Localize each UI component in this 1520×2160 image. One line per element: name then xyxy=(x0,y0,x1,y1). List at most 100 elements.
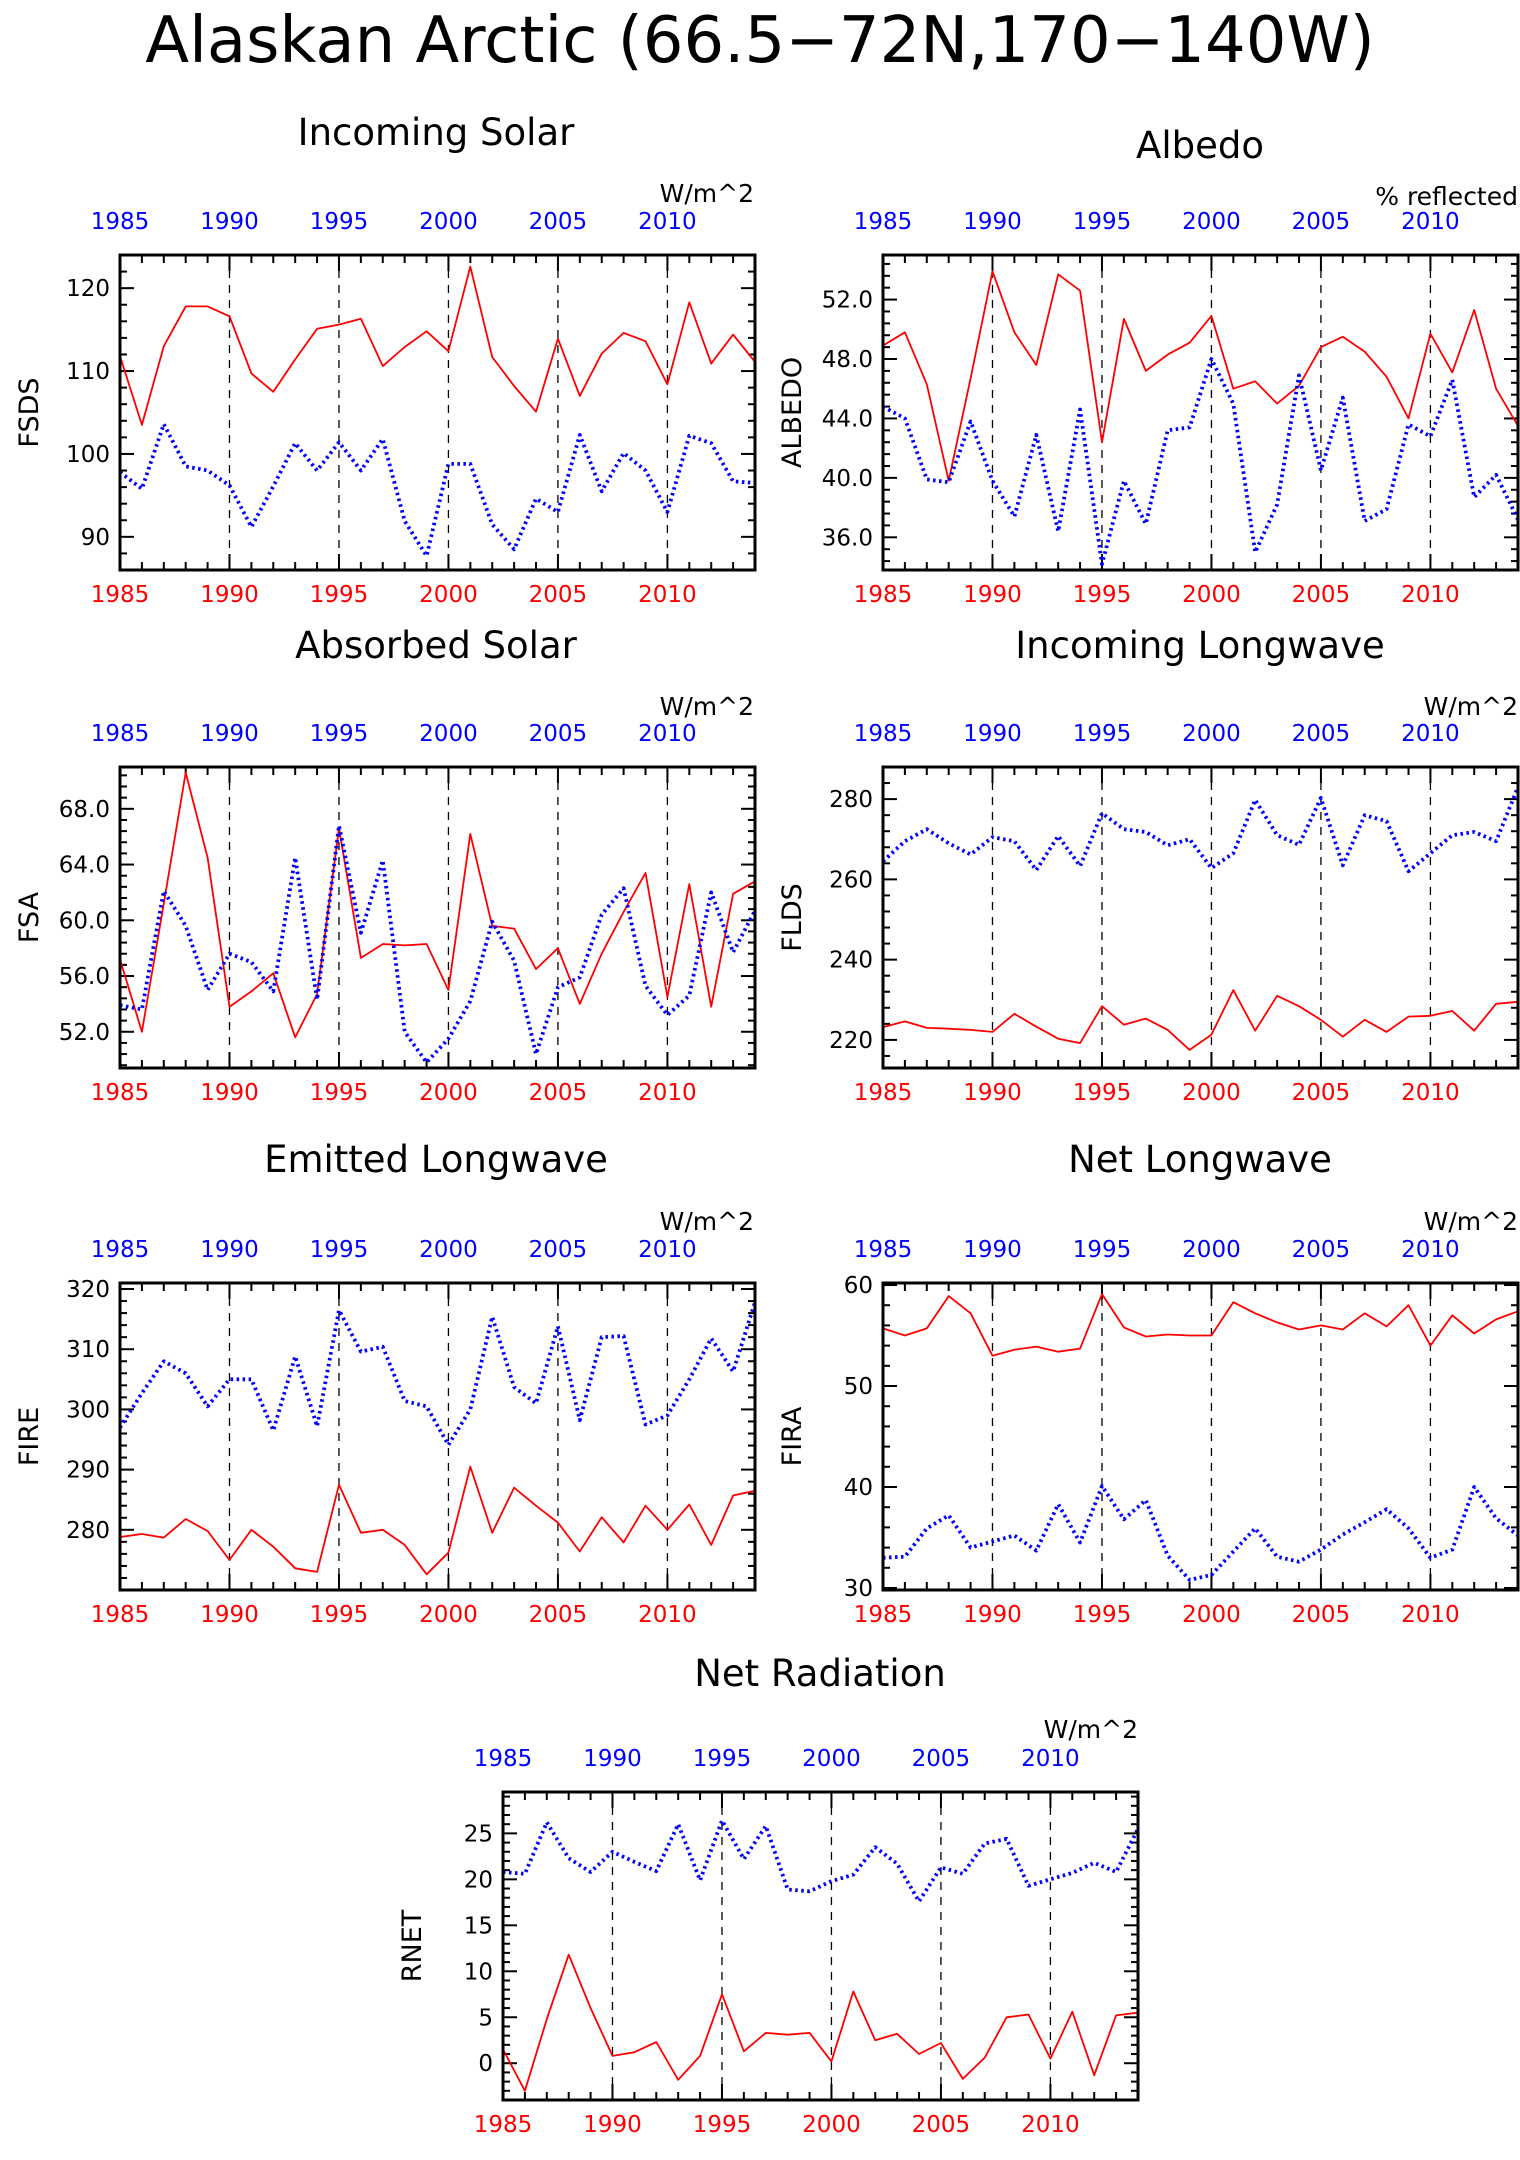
x-tick-label-bottom: 1985 xyxy=(854,1080,913,1106)
x-tick-label-bottom: 2010 xyxy=(1401,582,1460,608)
y-tick-label: 52.0 xyxy=(822,288,873,314)
panel-1: Albedo % reflected 1985 1985 1990 1990 1995 199… xyxy=(777,124,1520,608)
x-tick-label-top: 2005 xyxy=(1292,1237,1351,1263)
x-tick-label-bottom: 1995 xyxy=(1073,582,1132,608)
x-tick-label-top: 2000 xyxy=(1182,1237,1241,1263)
plot-frame xyxy=(118,765,757,1070)
series-line-red xyxy=(119,771,756,1039)
x-tick-label-bottom: 2005 xyxy=(529,582,588,608)
x-tick-label-bottom: 1990 xyxy=(200,1080,259,1106)
x-tick-label-bottom: 2005 xyxy=(529,1080,588,1106)
x-tick-label-bottom: 2005 xyxy=(1292,582,1351,608)
x-tick-label-top: 2010 xyxy=(638,209,697,235)
series-line-red xyxy=(502,1953,1139,2092)
x-tick-label-top: 2005 xyxy=(529,721,588,747)
y-tick-label: 260 xyxy=(829,867,873,893)
x-tick-label-top: 2000 xyxy=(1182,209,1241,235)
y-tick-label: 220 xyxy=(829,1028,873,1054)
x-tick-label-bottom: 1995 xyxy=(1073,1080,1132,1106)
x-tick-label-top: 2000 xyxy=(1182,721,1241,747)
y-tick-label: 50 xyxy=(844,1374,873,1400)
x-tick-label-bottom: 1985 xyxy=(854,582,913,608)
panel-6: Net Radiation W/m^2 1985 1985 1990 1990 1995 19… xyxy=(397,1652,1140,2138)
panel-2: Absorbed Solar W/m^2 1985 1985 1990 1990 1995 1… xyxy=(14,624,757,1106)
x-tick-label-bottom: 2000 xyxy=(1182,582,1241,608)
series-line-blue xyxy=(118,422,756,558)
y-tick-label: 280 xyxy=(829,787,873,813)
x-tick-label-top: 2005 xyxy=(912,1746,971,1772)
x-tick-label-bottom: 2000 xyxy=(1182,1080,1241,1106)
y-tick-label: 48.0 xyxy=(822,347,873,373)
units-label: W/m^2 xyxy=(660,692,754,721)
x-tick-label-top: 1995 xyxy=(693,1746,752,1772)
panel-title: Albedo xyxy=(1136,124,1264,167)
plot-frame xyxy=(881,765,1520,1070)
series-line-red xyxy=(882,1293,1519,1357)
plot-frame xyxy=(881,253,1520,572)
y-tick-label: 290 xyxy=(66,1458,110,1484)
x-tick-label-top: 1995 xyxy=(1073,209,1132,235)
x-tick-label-top: 1995 xyxy=(310,209,369,235)
plot-frame xyxy=(501,1790,1140,2102)
y-tick-label: 64.0 xyxy=(59,853,110,879)
y-tick-label: 240 xyxy=(829,948,873,974)
y-tick-label: 56.0 xyxy=(59,964,110,990)
y-axis-label: FSA xyxy=(14,891,45,943)
x-tick-label-bottom: 1990 xyxy=(963,1602,1022,1628)
x-tick-label-bottom: 2010 xyxy=(1401,1080,1460,1106)
x-tick-label-bottom: 1995 xyxy=(693,2112,752,2138)
x-tick-label-bottom: 1990 xyxy=(963,582,1022,608)
x-tick-label-top: 2010 xyxy=(1401,721,1460,747)
y-tick-label: 20 xyxy=(464,1867,493,1893)
x-tick-label-bottom: 2005 xyxy=(1292,1080,1351,1106)
x-tick-label-top: 2000 xyxy=(802,1746,861,1772)
x-tick-label-bottom: 2000 xyxy=(802,2112,861,2138)
y-tick-label: 52.0 xyxy=(59,1020,110,1046)
y-tick-label: 110 xyxy=(66,359,110,385)
plot-frame xyxy=(118,1281,757,1592)
y-tick-label: 40 xyxy=(844,1475,873,1501)
x-tick-label-bottom: 2010 xyxy=(1401,1602,1460,1628)
x-tick-label-top: 1985 xyxy=(474,1746,533,1772)
y-tick-label: 300 xyxy=(66,1397,110,1423)
x-tick-label-top: 1985 xyxy=(91,1237,150,1263)
x-tick-label-bottom: 2005 xyxy=(529,1602,588,1628)
y-tick-label: 90 xyxy=(81,525,110,551)
y-tick-label: 5 xyxy=(478,2005,493,2031)
x-tick-label-top: 1995 xyxy=(1073,1237,1132,1263)
y-tick-label: 280 xyxy=(66,1518,110,1544)
series-line-blue xyxy=(881,786,1520,874)
panel-4: Emitted Longwave W/m^2 1985 1985 1990 1990 199… xyxy=(14,1138,757,1628)
series-line-blue xyxy=(882,357,1520,566)
panel-0: Incoming Solar W/m^2 1985 1985 1990 1990 1995 1… xyxy=(14,111,757,608)
x-tick-label-bottom: 1985 xyxy=(474,2112,533,2138)
x-tick-label-top: 2010 xyxy=(1021,1746,1080,1772)
x-tick-label-bottom: 1995 xyxy=(310,1080,369,1106)
x-tick-label-top: 1990 xyxy=(583,1746,642,1772)
y-axis-label: FIRA xyxy=(777,1406,808,1466)
x-tick-label-bottom: 2000 xyxy=(419,1602,478,1628)
y-tick-label: 120 xyxy=(66,276,110,302)
series-line-blue xyxy=(119,823,757,1065)
y-axis-label: FSDS xyxy=(14,377,45,447)
series-line-red xyxy=(882,989,1519,1051)
panel-title: Incoming Solar xyxy=(298,111,575,154)
y-tick-label: 44.0 xyxy=(822,406,873,432)
x-tick-label-top: 1995 xyxy=(1073,721,1132,747)
units-label: W/m^2 xyxy=(1424,1207,1518,1236)
x-tick-label-top: 2005 xyxy=(529,209,588,235)
figure-title: Alaskan Arctic (66.5−72N,170−140W) xyxy=(145,4,1374,78)
y-tick-label: 30 xyxy=(844,1576,873,1602)
units-label: % reflected xyxy=(1375,182,1518,211)
x-tick-label-bottom: 1985 xyxy=(91,1080,150,1106)
y-tick-label: 68.0 xyxy=(59,797,110,823)
y-tick-label: 25 xyxy=(464,1821,493,1847)
panel-title: Emitted Longwave xyxy=(264,1138,608,1181)
x-tick-label-top: 1990 xyxy=(963,209,1022,235)
x-tick-label-top: 2005 xyxy=(529,1237,588,1263)
panel-5: Net Longwave W/m^2 1985 1985 1990 1990 1995 199… xyxy=(777,1138,1520,1628)
x-tick-label-top: 2010 xyxy=(1401,209,1460,235)
x-tick-label-bottom: 2010 xyxy=(638,1080,697,1106)
plot-frame xyxy=(118,253,757,572)
